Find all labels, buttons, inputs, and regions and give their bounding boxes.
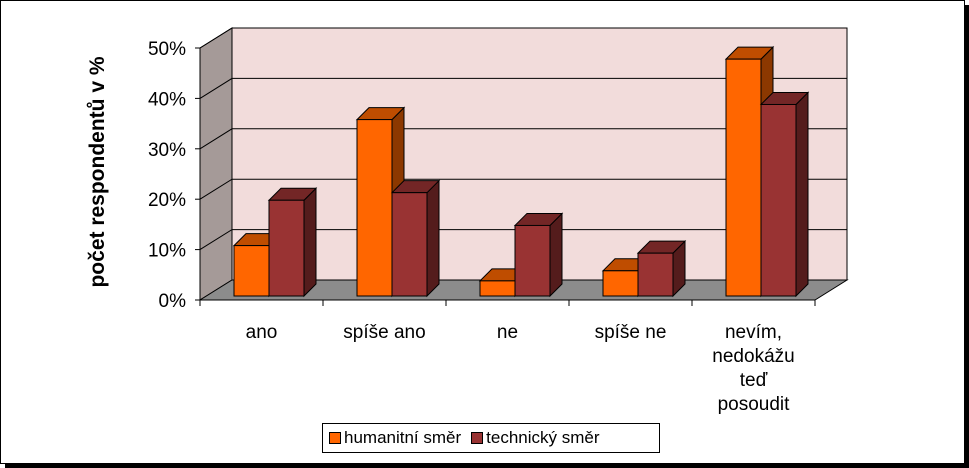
legend: humanitní směr technický směr: [322, 423, 660, 453]
category-label: nedokážu: [712, 346, 794, 367]
legend-swatch-technicky: [471, 432, 484, 444]
y-tick-label: 50%: [148, 39, 186, 60]
gridline: [199, 178, 847, 200]
bar-front: [602, 270, 639, 297]
gridline: [199, 27, 847, 49]
bar-front: [268, 199, 305, 297]
legend-swatch-humanitni: [329, 432, 341, 444]
category-label: ano: [246, 322, 278, 343]
gridline: [199, 128, 847, 150]
category-label: spíše ano: [343, 322, 425, 343]
side-wall: [199, 27, 233, 301]
legend-item-humanitni: humanitní směr: [329, 428, 461, 448]
category-label: ne: [497, 322, 518, 343]
bar: [513, 212, 564, 298]
bar: [759, 91, 810, 298]
bar: [390, 179, 441, 298]
bar-front: [391, 192, 428, 297]
bar-side: [795, 91, 809, 298]
bar-front: [233, 245, 270, 297]
category-label: spíše ne: [595, 322, 667, 343]
gridline: [199, 77, 847, 99]
bar-front: [760, 103, 797, 297]
category-label: teď: [740, 370, 768, 391]
y-tick-label: 0%: [159, 291, 187, 312]
category-label: posoudit: [718, 394, 791, 415]
y-tick-label: 10%: [148, 241, 186, 262]
bar: [267, 187, 318, 298]
y-axis-title: počet respondentů v %: [86, 56, 109, 287]
y-tick-label: 30%: [148, 140, 186, 161]
y-tick-label: 40%: [148, 89, 186, 110]
category-label: nevím,: [725, 322, 782, 343]
legend-item-technicky: technický směr: [471, 428, 600, 448]
bar-side: [549, 212, 563, 298]
bar-side: [426, 179, 440, 298]
legend-label-humanitni: humanitní směr: [344, 428, 462, 447]
bar-side: [303, 187, 317, 298]
bar-front: [725, 58, 762, 297]
bar: [636, 239, 687, 298]
legend-label-technicky: technický směr: [486, 428, 600, 447]
y-tick-label: 20%: [148, 190, 186, 211]
bar-front: [356, 119, 393, 297]
bar-front: [514, 224, 551, 297]
gridline: [199, 229, 847, 251]
bar-front: [479, 280, 516, 297]
bar-front: [637, 252, 674, 297]
